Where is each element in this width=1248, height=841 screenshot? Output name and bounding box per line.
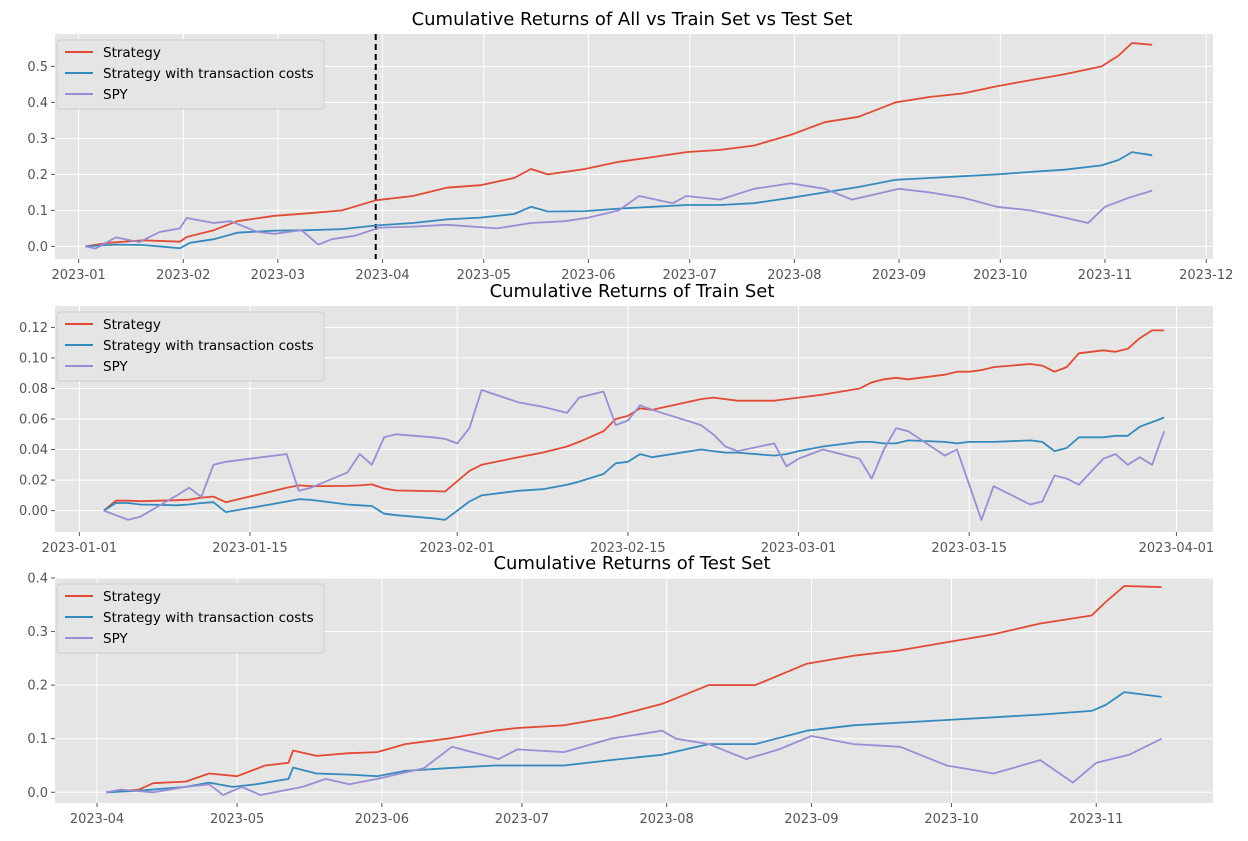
- series-lines: [103, 329, 1166, 521]
- legend-box: [56, 583, 325, 654]
- series-lines: [85, 42, 1153, 250]
- x-tick-label: 2023-02: [156, 268, 210, 283]
- chart-title: Cumulative Returns of Test Set: [493, 553, 770, 574]
- y-tick-label: 0.10: [19, 351, 48, 366]
- legend-label-1: Strategy with transaction costs: [103, 66, 314, 82]
- legend-label-2: SPY: [103, 631, 128, 647]
- legend-label-0: Strategy: [103, 589, 161, 605]
- chart-title: Cumulative Returns of All vs Train Set v…: [412, 9, 853, 30]
- y-tick-labels: 0.0 0.1 0.2 0.3 0.4 0.5: [27, 60, 55, 255]
- series-line-1: [106, 691, 1162, 794]
- y-tick-label: 0.12: [19, 321, 48, 336]
- y-tick-label: 0.3: [27, 625, 48, 640]
- series-line-0: [103, 329, 1165, 512]
- grid-lines: [55, 577, 1213, 803]
- series-line-0: [106, 585, 1162, 794]
- legend-label-2: SPY: [103, 87, 128, 103]
- y-tick-labels: 0.0 0.1 0.2 0.3 0.4: [27, 572, 55, 801]
- y-tick-label: 0.08: [19, 382, 48, 397]
- subplot-train: 0.000.020.040.060.080.100.12 2023-01-01 2…: [19, 281, 1214, 556]
- series-line-2: [85, 182, 1153, 250]
- y-tick-label: 0.4: [27, 96, 48, 111]
- x-tick-label: 2023-08: [640, 812, 694, 827]
- y-tick-label: 0.3: [27, 132, 48, 147]
- legend-box: [56, 311, 325, 382]
- x-tick-label: 2023-04: [355, 268, 409, 283]
- subplot-all: 0.0 0.1 0.2 0.3 0.4 0.5 2023-01 2023-02 2023-03…: [27, 9, 1233, 283]
- legend-label-1: Strategy with transaction costs: [103, 338, 314, 354]
- x-tick-labels: 2023-01-01 2023-01-15 2023-02-01 2023-02-15…: [42, 532, 1215, 556]
- series-line-1: [103, 416, 1165, 521]
- x-tick-label: 2023-08: [767, 268, 821, 283]
- y-tick-label: 0.1: [27, 204, 48, 219]
- y-tick-label: 0.2: [27, 679, 48, 694]
- x-tick-label: 2023-05: [210, 812, 264, 827]
- x-tick-label: 2023-01-01: [42, 541, 118, 556]
- x-tick-label: 2023-03-01: [761, 541, 837, 556]
- x-tick-label: 2023-10: [973, 268, 1027, 283]
- legend-box: [56, 39, 325, 110]
- y-tick-label: 0.00: [19, 504, 48, 519]
- x-tick-label: 2023-12: [1179, 268, 1233, 283]
- legend-label-0: Strategy: [103, 45, 161, 61]
- y-tick-label: 0.1: [27, 732, 48, 747]
- series-lines: [106, 585, 1162, 796]
- x-tick-label: 2023-01-15: [212, 541, 288, 556]
- y-tick-label: 0.02: [19, 474, 48, 489]
- grid-lines: [55, 306, 1213, 532]
- x-tick-label: 2023-02-15: [590, 541, 666, 556]
- series-line-2: [106, 729, 1162, 796]
- x-tick-labels: 2023-01 2023-02 2023-03 2023-04 2023-05 2023-…: [51, 259, 1233, 283]
- x-tick-label: 2023-02-01: [419, 541, 495, 556]
- y-tick-labels: 0.00 0.02 0.04 0.06 0.08 0.10 0.12: [19, 321, 55, 519]
- x-tick-label: 2023-11: [1069, 812, 1123, 827]
- x-tick-label: 2023-10: [924, 812, 978, 827]
- y-tick-label: 0.0: [27, 240, 48, 255]
- x-tick-label: 2023-07: [495, 812, 549, 827]
- legend: Strategy Strategy with transaction costs…: [56, 39, 325, 110]
- chart-title: Cumulative Returns of Train Set: [490, 281, 775, 302]
- x-tick-label: 2023-09: [872, 268, 926, 283]
- legend-label-1: Strategy with transaction costs: [103, 610, 314, 626]
- y-tick-label: 0.04: [19, 443, 48, 458]
- y-tick-label: 0.5: [27, 60, 48, 75]
- x-tick-labels: 2023-04 2023-05 2023-06 2023-07 2023-08 2023-…: [70, 803, 1123, 827]
- x-tick-label: 2023-05: [457, 268, 511, 283]
- y-tick-label: 0.4: [27, 572, 48, 587]
- y-tick-label: 0.2: [27, 168, 48, 183]
- x-tick-label: 2023-03: [251, 268, 305, 283]
- y-tick-label: 0.06: [19, 413, 48, 428]
- series-line-1: [85, 151, 1153, 250]
- legend-label-2: SPY: [103, 359, 128, 375]
- x-tick-label: 2023-04-01: [1139, 541, 1215, 556]
- x-tick-label: 2023-07: [663, 268, 717, 283]
- x-tick-label: 2023-01: [51, 268, 105, 283]
- subplot-test: 0.00.10.20.30.4 2023-04 2023-05 2023-06 202…: [27, 553, 1213, 827]
- legend: Strategy Strategy with transaction costs…: [56, 583, 325, 654]
- legend-label-0: Strategy: [103, 317, 161, 333]
- legend: Strategy Strategy with transaction costs…: [56, 311, 325, 382]
- x-tick-label: 2023-03-15: [931, 541, 1007, 556]
- y-tick-label: 0.0: [27, 786, 48, 801]
- x-tick-label: 2023-11: [1078, 268, 1132, 283]
- x-tick-label: 2023-06: [561, 268, 615, 283]
- x-tick-label: 2023-06: [355, 812, 409, 827]
- x-tick-label: 2023-09: [784, 812, 838, 827]
- series-line-2: [103, 389, 1166, 521]
- x-tick-label: 2023-04: [70, 812, 124, 827]
